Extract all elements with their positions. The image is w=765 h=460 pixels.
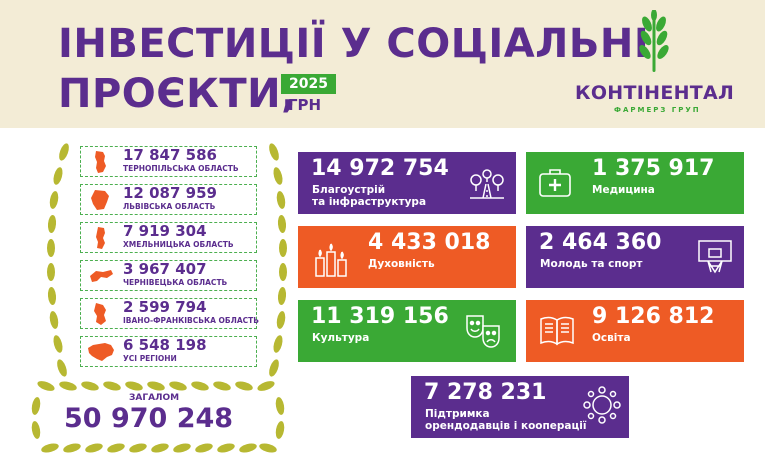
total-label: ЗАГАЛОМ: [129, 393, 180, 403]
candles-icon: [315, 243, 347, 277]
region-name: ТЕРНОПІЛЬСЬКА ОБЛАСТЬ: [123, 164, 239, 173]
region-name: ХМЕЛЬНИЦЬКА ОБЛАСТЬ: [123, 240, 234, 249]
region-value: 12 087 959: [123, 184, 217, 202]
card-value: 9 126 812: [592, 304, 715, 329]
card-value: 14 972 754: [311, 156, 449, 181]
card-landlords-cooperation: 7 278 231 Підтримка орендодавців і коопер…: [411, 376, 629, 438]
region-ivano-frankivsk: 2 599 794 ІВАНО-ФРАНКІВСЬКА ОБЛАСТЬ: [80, 298, 259, 329]
open-book-icon: [540, 316, 574, 346]
currency-unit: ГРН: [288, 96, 322, 114]
first-aid-kit-icon: [539, 169, 571, 197]
logo-wordmark: КОНТІНЕНТАЛ: [575, 82, 735, 104]
basketball-hoop-icon: [698, 240, 732, 274]
wheat-logo-icon: [639, 10, 669, 72]
region-name: УСІ РЕГІОНИ: [123, 354, 177, 363]
region-value: 17 847 586: [123, 146, 217, 164]
card-label: Культура: [312, 332, 370, 344]
card-label: Медицина: [592, 184, 655, 196]
region-value: 3 967 407: [123, 260, 207, 278]
region-value: 7 919 304: [123, 222, 207, 240]
card-youth-sport: 2 464 360 Молодь та спорт: [526, 226, 744, 288]
region-all: 6 548 198 УСІ РЕГІОНИ: [80, 336, 257, 367]
khmelnytskyi-map-icon: [96, 227, 105, 249]
card-label: Молодь та спорт: [540, 258, 643, 270]
card-label: Підтримка орендодавців і кооперації: [425, 408, 587, 432]
card-value: 4 433 018: [368, 230, 491, 255]
card-label: Благоустрій та інфраструктура: [312, 184, 427, 208]
region-name: ЛЬВІВСЬКА ОБЛАСТЬ: [123, 202, 216, 211]
header-banner: ІНВЕСТИЦІЇ У СОЦІАЛЬНІ ПРОЄКТИ, 2025 ГРН…: [0, 0, 765, 128]
card-medicine: 1 375 917 Медицина: [526, 152, 744, 214]
region-khmelnytskyi: 7 919 304 ХМЕЛЬНИЦЬКА ОБЛАСТЬ: [80, 222, 257, 253]
card-value: 1 375 917: [592, 156, 715, 181]
card-label: Освіта: [592, 332, 631, 344]
ternopil-map-icon: [95, 151, 106, 173]
region-ternopil: 17 847 586 ТЕРНОПІЛЬСЬКА ОБЛАСТЬ: [80, 146, 257, 177]
card-spirituality: 4 433 018 Духовність: [298, 226, 516, 288]
card-infrastructure: 14 972 754 Благоустрій та інфраструктура: [298, 152, 516, 214]
region-lviv: 12 087 959 ЛЬВІВСЬКА ОБЛАСТЬ: [80, 184, 257, 215]
card-label: Духовність: [368, 258, 435, 270]
region-chernivtsi: 3 967 407 ЧЕРНІВЕЦЬКА ОБЛАСТЬ: [80, 260, 257, 291]
card-value: 2 464 360: [539, 230, 662, 255]
road-trees-icon: [470, 169, 504, 199]
page-title-line1: ІНВЕСТИЦІЇ У СОЦІАЛЬНІ: [58, 21, 650, 67]
region-value: 2 599 794: [123, 298, 207, 316]
total-value: 50 970 248: [64, 403, 234, 434]
year-badge: 2025: [281, 74, 336, 94]
region-name: ІВАНО-ФРАНКІВСЬКА ОБЛАСТЬ: [123, 316, 259, 325]
ukraine-map-icon: [88, 343, 114, 361]
region-value: 6 548 198: [123, 336, 207, 354]
chernivtsi-map-icon: [90, 270, 113, 282]
card-value: 7 278 231: [424, 380, 547, 405]
card-culture: 11 319 156 Культура: [298, 300, 516, 362]
logo-subtitle: ФАРМЕРЗ ГРУП: [614, 106, 701, 114]
theater-masks-icon: [466, 315, 500, 348]
people-circle-icon: [583, 386, 621, 424]
card-education: 9 126 812 Освіта: [526, 300, 744, 362]
region-name: ЧЕРНІВЕЦЬКА ОБЛАСТЬ: [123, 278, 228, 287]
ivano-frankivsk-map-icon: [94, 303, 106, 325]
page-title-line2: ПРОЄКТИ,: [58, 71, 297, 117]
lviv-map-icon: [91, 190, 109, 210]
card-value: 11 319 156: [311, 304, 449, 329]
wheat-wreath-decoration: [31, 143, 287, 453]
